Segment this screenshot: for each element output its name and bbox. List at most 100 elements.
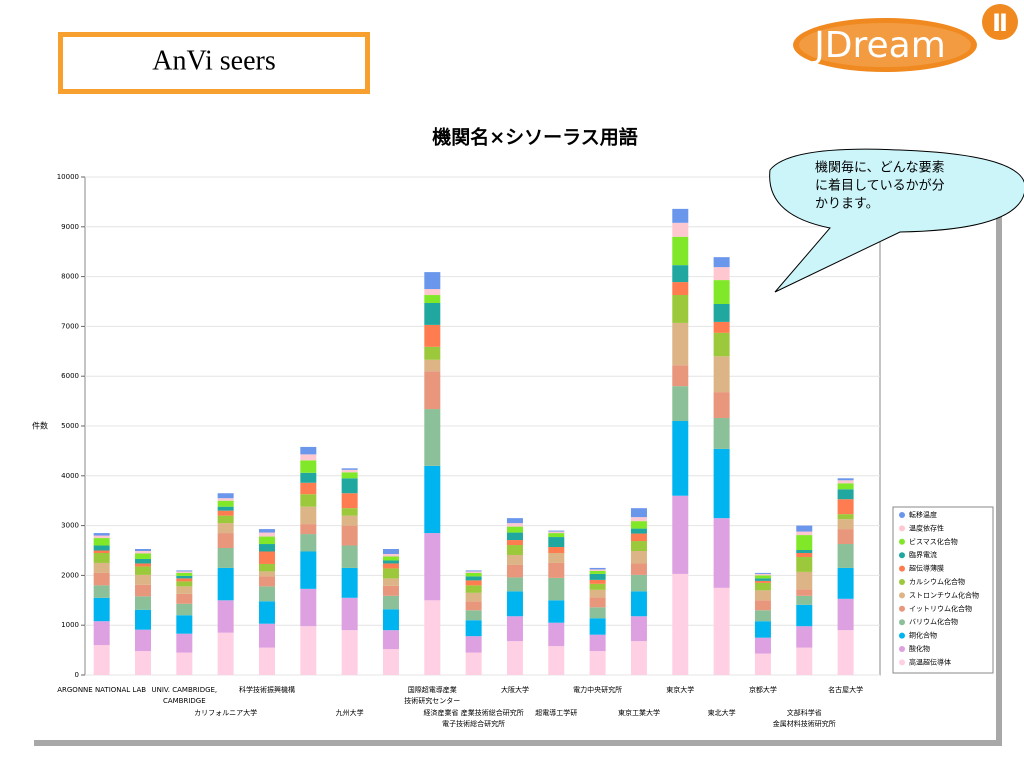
- bar-segment: [217, 632, 234, 675]
- bar-segment: [796, 525, 813, 532]
- bar-segment: [465, 636, 482, 653]
- x-tick-label: カリフォルニア大学: [194, 708, 257, 717]
- bar-segment: [630, 541, 647, 551]
- bar-segment: [589, 651, 606, 675]
- bar-segment: [465, 652, 482, 675]
- bar-segment: [837, 567, 854, 599]
- x-tick-label: 超電導工学研: [535, 708, 577, 717]
- bar-segment: [217, 523, 234, 534]
- bar-segment: [465, 610, 482, 621]
- bar-segment: [672, 282, 689, 296]
- x-tick-label: 科学技術振興機構: [239, 685, 295, 694]
- bar-segment: [424, 272, 441, 290]
- bar-segment: [548, 533, 565, 538]
- bar-segment: [837, 529, 854, 545]
- bar-segment: [548, 600, 565, 623]
- bar-segment: [506, 518, 523, 524]
- x-tick-label: 技術研究センター: [404, 696, 460, 705]
- bar-segment: [630, 528, 647, 534]
- legend-label: 銅化合物: [909, 631, 937, 640]
- legend-label: カルシウム化合物: [909, 577, 965, 586]
- x-tick-label: CAMBRIDGE: [163, 697, 206, 705]
- bar-segment: [382, 568, 399, 579]
- x-tick-label: 経済産業省 産業技術総合研究所: [424, 708, 524, 717]
- x-tick-label: 九州大学: [336, 708, 364, 717]
- x-tick-label: 東北大学: [708, 708, 736, 717]
- bar-segment: [506, 564, 523, 578]
- bar-segment: [796, 589, 813, 596]
- bar-segment: [672, 573, 689, 675]
- legend-swatch: [899, 538, 905, 545]
- bar-segment: [548, 531, 565, 534]
- bar-segment: [382, 553, 399, 557]
- bar-segment: [713, 518, 730, 588]
- bar-segment: [837, 478, 854, 481]
- legend-label: 転移温度: [909, 510, 937, 519]
- bar-segment: [134, 553, 151, 559]
- bar-segment: [134, 584, 151, 597]
- bar-segment: [176, 633, 193, 653]
- bar-segment: [382, 585, 399, 596]
- bar-segment: [713, 303, 730, 322]
- bar-segment: [506, 616, 523, 642]
- x-tick-label: 文部科学省: [787, 708, 822, 717]
- bar-segment: [382, 556, 399, 561]
- bar-segment: [589, 618, 606, 635]
- chart-title: 機関名×シソーラス用語: [432, 126, 638, 149]
- bar-segment: [424, 359, 441, 372]
- bar-segment: [217, 500, 234, 507]
- bar-segment: [796, 571, 813, 590]
- y-tick-label: 6000: [61, 372, 79, 380]
- y-tick-label: 8000: [61, 273, 79, 281]
- bar-segment: [506, 540, 523, 546]
- bar-segment: [93, 645, 110, 675]
- legend-swatch: [899, 552, 905, 559]
- bar-segment: [341, 515, 358, 526]
- bar-segment: [300, 506, 317, 525]
- bar-segment: [589, 589, 606, 598]
- bar-segment: [382, 595, 399, 610]
- bar-segment: [176, 575, 193, 579]
- legend-label: ビスマス化合物: [909, 537, 958, 546]
- legend-label: 超伝導薄膜: [909, 564, 944, 573]
- bar-segment: [754, 653, 771, 675]
- bar-segment: [258, 563, 275, 572]
- bar-segment: [176, 593, 193, 604]
- bar-segment: [672, 495, 689, 574]
- bar-segment: [258, 623, 275, 648]
- bar-segment: [300, 482, 317, 495]
- bar-segment: [258, 586, 275, 602]
- bar-segment: [258, 536, 275, 545]
- callout-line: 機関毎に、どんな要素: [815, 160, 945, 176]
- bar-segment: [424, 346, 441, 360]
- legend-swatch: [899, 525, 905, 532]
- bar-segment: [837, 483, 854, 490]
- bar-segment: [300, 472, 317, 483]
- bar-segment: [506, 591, 523, 617]
- bar-segment: [837, 519, 854, 530]
- legend-swatch: [899, 659, 905, 666]
- bar-segment: [258, 571, 275, 577]
- bar-segment: [713, 392, 730, 419]
- bar-segment: [548, 537, 565, 548]
- bar-segment: [424, 289, 441, 296]
- bar-segment: [713, 587, 730, 675]
- bar-segment: [713, 267, 730, 281]
- bar-segment: [672, 322, 689, 366]
- bar-segment: [713, 332, 730, 357]
- bar-segment: [424, 295, 441, 303]
- bar-segment: [341, 567, 358, 598]
- bar-segment: [134, 651, 151, 675]
- bar-segment: [382, 630, 399, 650]
- bar-segment: [465, 572, 482, 577]
- x-tick-label: 大阪大学: [501, 685, 529, 694]
- bar-segment: [630, 517, 647, 522]
- bar-segment: [258, 544, 275, 552]
- x-tick-label: 電力中央研究所: [573, 685, 622, 694]
- callout: [769, 148, 1024, 293]
- bar-segment: [465, 580, 482, 586]
- bar-segment: [176, 578, 193, 582]
- y-tick-label: 9000: [61, 223, 79, 231]
- x-tick-label: 東京大学: [666, 685, 694, 694]
